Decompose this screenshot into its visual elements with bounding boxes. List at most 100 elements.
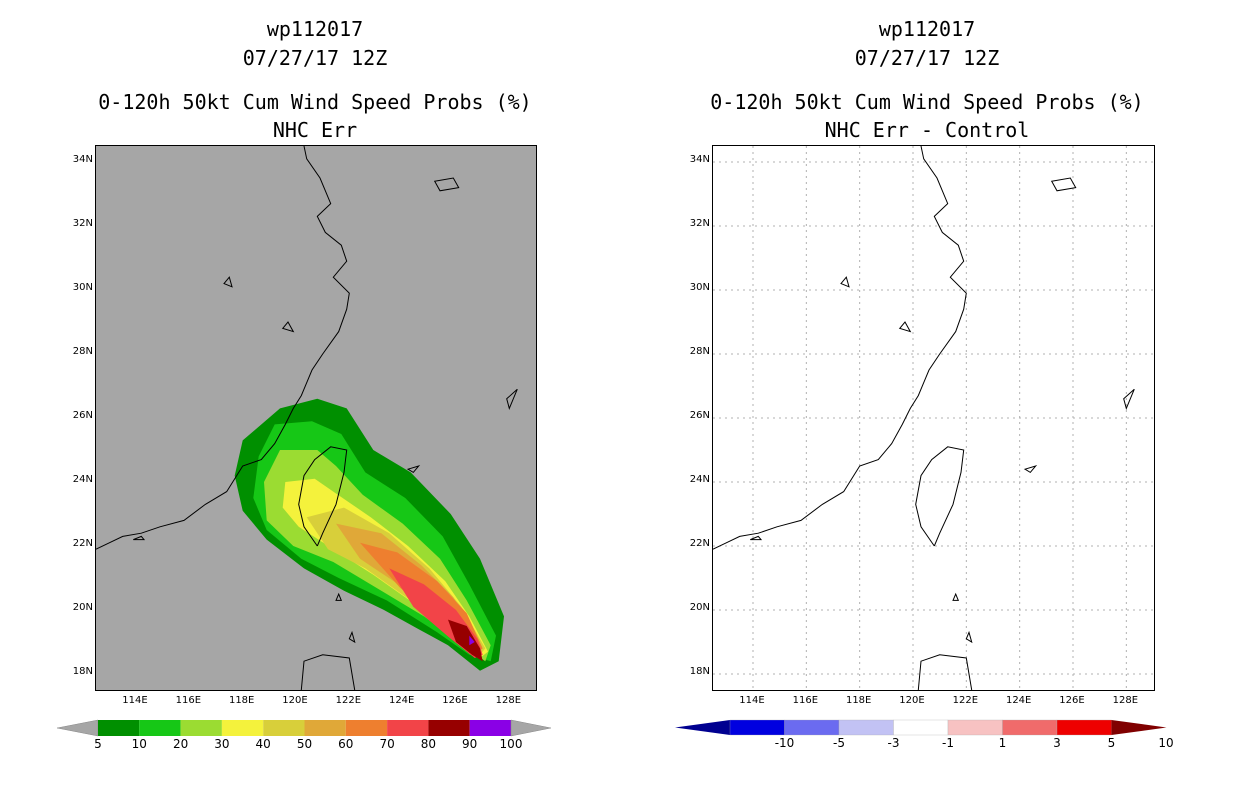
colorbar-high-arrow <box>1111 720 1167 735</box>
lat-tick-label: 26N <box>689 410 710 421</box>
colorbar-swatch <box>947 719 1003 736</box>
colorbar-swatch <box>98 720 140 736</box>
colorbar-label: 10 <box>131 737 147 751</box>
lat-tick-label: 32N <box>72 218 93 229</box>
contour-90 <box>469 635 475 646</box>
probability-colorbar <box>57 716 557 740</box>
coastline-segment <box>300 654 356 690</box>
colorbar-swatch <box>304 720 346 736</box>
island-outline <box>281 321 295 333</box>
island-outline <box>406 465 421 474</box>
coastline-segment <box>96 146 350 550</box>
lat-tick-label: 30N <box>72 282 93 293</box>
probability-contours <box>234 398 504 671</box>
lat-tick-label: 22N <box>72 538 93 549</box>
lat-tick-label: 28N <box>72 346 93 357</box>
island-outline <box>1123 388 1135 410</box>
colorbar-label: 30 <box>214 737 230 751</box>
island-outline <box>348 630 356 644</box>
lon-tick-label: 120E <box>282 695 308 706</box>
colorbar-label: 80 <box>420 737 437 751</box>
colorbar-label: 40 <box>255 737 271 751</box>
lat-tick-label: 24N <box>72 474 93 485</box>
right-subtitle: NHC Err - Control <box>824 118 1030 142</box>
island-outline <box>965 630 973 644</box>
lon-tick-label: 120E <box>899 695 925 706</box>
coastline-segment <box>917 654 973 690</box>
colorbar-low-arrow <box>675 720 730 735</box>
colorbar-label: 5 <box>1107 736 1116 750</box>
island-outline <box>133 535 146 541</box>
right-coastline <box>713 146 1135 690</box>
lon-tick-label: 126E <box>1059 695 1085 706</box>
lat-tick-label: 24N <box>689 474 710 485</box>
colorbar-swatch <box>139 720 181 736</box>
island-outline <box>898 321 912 333</box>
island-outline <box>335 592 343 601</box>
colorbar-swatch <box>428 720 470 736</box>
colorbar-swatch <box>387 720 429 736</box>
coastline-segment <box>298 446 348 547</box>
colorbar-label: 90 <box>462 737 478 751</box>
lat-tick-label: 34N <box>689 154 710 165</box>
lat-tick-label: 30N <box>689 282 710 293</box>
lat-tick-label: 20N <box>689 602 710 613</box>
colorbar-label: 70 <box>379 737 395 751</box>
colorbar-swatch <box>838 719 894 736</box>
colorbar-swatch <box>263 720 305 736</box>
right-product-title: 0-120h 50kt Cum Wind Speed Probs (%) <box>710 90 1144 114</box>
difference-colorbar-bar <box>675 719 1167 736</box>
lon-tick-label: 126E <box>442 695 468 706</box>
colorbar-label: 50 <box>296 737 313 751</box>
left-map-canvas <box>96 146 536 690</box>
colorbar-label: -5 <box>833 736 845 750</box>
colorbar-swatch <box>469 720 511 736</box>
lon-tick-label: 114E <box>122 695 148 706</box>
colorbar-label: 10 <box>1158 736 1174 750</box>
right-map <box>712 145 1155 691</box>
colorbar-label: 5 <box>94 737 102 751</box>
lat-tick-label: 18N <box>689 666 710 677</box>
lon-tick-label: 128E <box>495 695 522 706</box>
left-coastline <box>96 146 518 690</box>
colorbar-label: 60 <box>338 737 354 751</box>
island-outline <box>840 276 850 288</box>
lat-tick-label: 26N <box>72 410 93 421</box>
colorbar-label: -10 <box>774 736 795 750</box>
colorbar-swatch <box>893 719 949 736</box>
colorbar-swatch <box>221 720 264 736</box>
contour-80 <box>448 619 483 662</box>
lon-tick-label: 118E <box>228 695 255 706</box>
lon-tick-label: 124E <box>388 695 415 706</box>
left-map <box>95 145 537 691</box>
lon-tick-label: 116E <box>792 695 819 706</box>
coastline-segment <box>713 146 967 550</box>
right-storm-id: wp112017 <box>878 17 976 41</box>
island-outline <box>952 592 960 601</box>
island-outline <box>433 177 460 192</box>
right-map-canvas <box>713 146 1154 690</box>
island-outline <box>1023 465 1038 474</box>
colorbar-swatch <box>784 719 840 736</box>
colorbar-label: 3 <box>1053 736 1061 750</box>
island-outline <box>506 388 518 410</box>
lon-tick-label: 118E <box>845 695 872 706</box>
colorbar-low-arrow <box>57 719 99 737</box>
right-date: 07/27/17 12Z <box>854 46 1000 70</box>
lat-tick-label: 28N <box>689 346 710 357</box>
colorbar-label: -1 <box>942 736 954 750</box>
left-subtitle: NHC Err <box>272 118 358 142</box>
colorbar-swatch <box>345 720 388 736</box>
colorbar-swatch <box>180 720 222 736</box>
colorbar-high-arrow <box>510 719 552 737</box>
lon-tick-label: 128E <box>1112 695 1139 706</box>
lon-tick-label: 122E <box>952 695 979 706</box>
colorbar-label: 20 <box>172 737 189 751</box>
island-outline <box>1050 177 1077 192</box>
lat-tick-label: 22N <box>689 538 710 549</box>
lon-tick-label: 116E <box>175 695 202 706</box>
colorbar-swatch <box>1002 719 1058 736</box>
island-outline <box>223 276 233 288</box>
colorbar-swatch <box>729 719 785 736</box>
left-date: 07/27/17 12Z <box>242 46 388 70</box>
